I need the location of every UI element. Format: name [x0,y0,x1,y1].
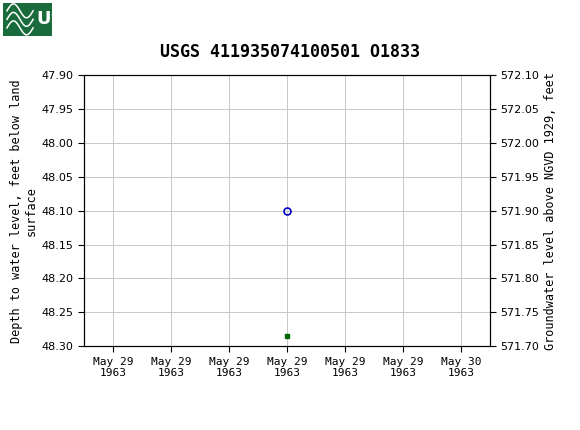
Text: USGS: USGS [37,10,92,28]
Text: USGS 411935074100501 O1833: USGS 411935074100501 O1833 [160,43,420,61]
Y-axis label: Depth to water level, feet below land
surface: Depth to water level, feet below land su… [9,79,38,343]
Y-axis label: Groundwater level above NGVD 1929, feet: Groundwater level above NGVD 1929, feet [543,72,557,350]
FancyBboxPatch shape [3,3,52,36]
